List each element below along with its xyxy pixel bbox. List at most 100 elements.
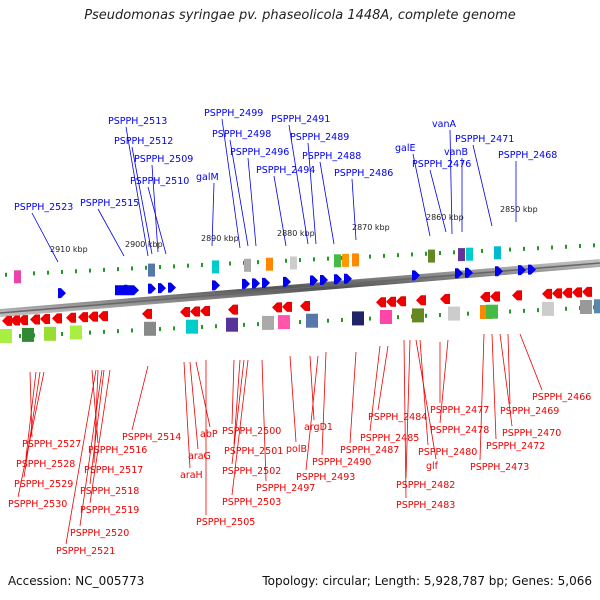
upper-tick — [229, 261, 231, 266]
forward-gene-label: galE — [395, 143, 416, 154]
reverse-gene-arrow — [396, 296, 406, 307]
reverse-label-leader — [195, 361, 211, 428]
reverse-gene-arrow — [190, 306, 200, 317]
forward-gene-label: PSPPH_2476 — [412, 159, 471, 170]
lower-tick — [103, 329, 105, 334]
upper-tick — [411, 252, 413, 257]
reverse-gene-arrow — [40, 314, 50, 324]
reverse-gene-label: PSPPH_2473 — [470, 462, 529, 473]
reverse-gene-label: PSPPH_2466 — [532, 392, 591, 403]
kbp-label: 2860 kbp — [426, 213, 464, 222]
upper-tick — [593, 243, 595, 248]
upper-tick — [33, 271, 35, 276]
upper-tick — [47, 270, 49, 275]
forward-gene-label: PSPPH_2515 — [80, 198, 139, 209]
forward-gene-arrow — [518, 265, 526, 276]
reverse-gene-label: PSPPH_2503 — [222, 497, 281, 508]
forward-label-leader — [412, 153, 431, 237]
forward-label-leader — [31, 212, 59, 263]
lower-tick — [215, 324, 217, 329]
reverse-label-leader — [289, 355, 297, 443]
reverse-label-leader — [519, 333, 543, 391]
accession-text: Accession: NC_005773 — [8, 574, 145, 588]
reverse-label-leader — [25, 371, 37, 458]
reverse-gene-labels: PSPPH_2527 PSPPH_2528 PSPPH_2529 PSPPH_2530… — [8, 392, 591, 557]
reverse-gene-arrow — [490, 291, 500, 302]
upper-feature — [290, 256, 297, 270]
reverse-gene-arrow — [282, 301, 292, 312]
reverse-gene-arrow — [18, 315, 28, 326]
reverse-label-leader — [403, 339, 407, 499]
reverse-label-leader — [189, 361, 199, 450]
reverse-label-leader — [369, 345, 381, 432]
kbp-label: 2880 kbp — [277, 229, 315, 238]
lower-tick — [341, 317, 343, 322]
forward-gene-label: PSPPH_2509 — [134, 154, 193, 165]
upper-tick — [579, 244, 581, 249]
lower-tick — [439, 313, 441, 318]
reverse-gene-label: PSPPH_2480 — [418, 447, 477, 458]
reverse-label-leader — [89, 369, 105, 485]
upper-tick — [509, 247, 511, 252]
forward-gene-arrow — [148, 283, 156, 294]
lower-feature — [352, 311, 364, 326]
upper-tick — [523, 246, 525, 251]
reverse-gene-label: glf — [426, 461, 439, 472]
forward-gene-arrow — [344, 273, 352, 284]
reverse-gene-label: PSPPH_2505 — [196, 517, 255, 528]
reverse-label-leader — [79, 369, 103, 527]
gene-layer — [2, 264, 592, 326]
upper-tick — [565, 244, 567, 249]
reverse-gene-label: PSPPH_2518 — [80, 486, 139, 497]
lower-tick — [173, 326, 175, 331]
forward-label-leader — [97, 208, 125, 257]
lower-feature — [486, 304, 498, 319]
upper-tick — [397, 253, 399, 258]
reverse-gene-label: PSPPH_2521 — [56, 546, 115, 557]
forward-gene-arrow — [58, 288, 66, 299]
reverse-label-leader — [349, 351, 357, 444]
lower-tick — [131, 328, 133, 333]
reverse-gene-arrow — [512, 290, 522, 301]
upper-tick — [481, 248, 483, 253]
upper-feature — [458, 248, 465, 262]
lower-feature — [412, 308, 424, 323]
lower-tick — [369, 316, 371, 321]
reverse-gene-arrow — [10, 315, 20, 326]
upper-tick — [201, 262, 203, 267]
forward-label-leader — [131, 146, 153, 255]
reverse-gene-arrow — [480, 292, 490, 302]
reverse-label-leader — [309, 355, 315, 421]
upper-tick — [285, 258, 287, 263]
reverse-label-leader — [499, 333, 513, 427]
lower-tick — [565, 306, 567, 311]
upper-feature — [494, 246, 501, 260]
reverse-label-leader — [507, 333, 511, 405]
forward-label-leader — [273, 175, 287, 247]
reverse-gene-label: PSPPH_2502 — [222, 466, 281, 477]
reverse-label-leader — [261, 359, 267, 482]
lower-feature — [542, 301, 554, 316]
reverse-gene-arrow — [562, 287, 572, 298]
reverse-gene-arrow — [416, 295, 426, 306]
upper-tick — [187, 263, 189, 268]
lower-feature — [70, 325, 82, 340]
reverse-gene-label: PSPPH_2517 — [84, 465, 143, 476]
reverse-label-leader — [439, 339, 449, 424]
reverse-label-leader — [65, 369, 97, 545]
upper-feature — [352, 253, 359, 267]
reverse-gene-arrow — [376, 297, 386, 308]
reverse-gene-arrow — [228, 304, 238, 315]
reverse-label-leader — [231, 359, 249, 496]
reverse-gene-label: PSPPH_2501 — [224, 446, 283, 457]
reverse-gene-label: araG — [188, 451, 211, 462]
lower-feature — [262, 315, 274, 330]
reverse-gene-arrow — [30, 314, 40, 325]
reverse-gene-arrow — [542, 288, 552, 299]
upper-tick — [117, 267, 119, 272]
forward-gene-label: PSPPH_2499 — [204, 108, 263, 119]
reverse-label-leader — [89, 369, 111, 504]
reverse-gene-arrow — [78, 312, 88, 323]
reverse-gene-label: PSPPH_2530 — [8, 499, 67, 510]
